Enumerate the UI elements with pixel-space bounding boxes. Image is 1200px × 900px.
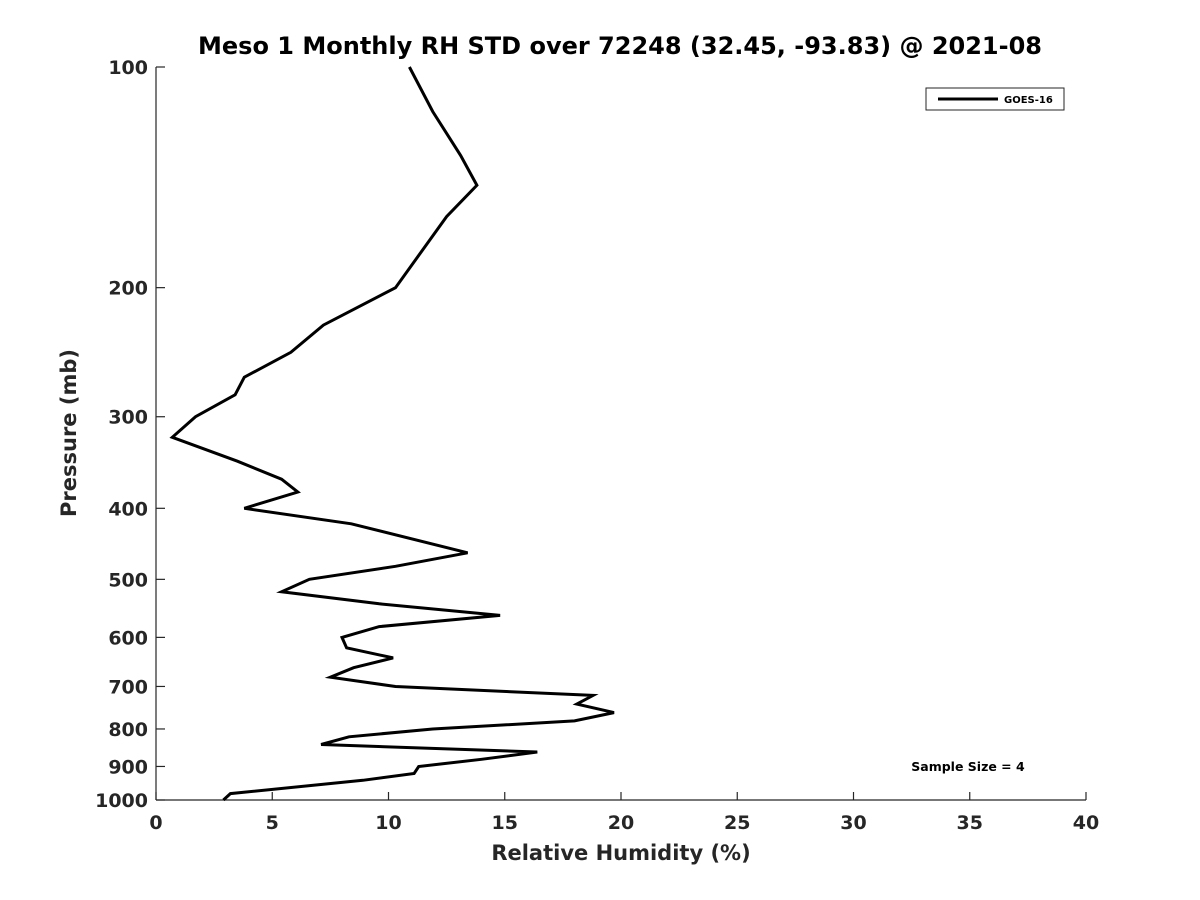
y-tick-label: 900 [108, 756, 148, 778]
y-tick-label: 700 [108, 676, 148, 698]
x-tick-label: 5 [266, 812, 279, 834]
x-tick-label: 15 [492, 812, 518, 834]
y-tick-label: 200 [108, 278, 148, 300]
y-tick-label: 600 [108, 627, 148, 649]
x-ticks: 0 5 10 15 20 25 30 35 40 [149, 792, 1099, 834]
x-tick-label: 40 [1073, 812, 1099, 834]
axes [155, 67, 1086, 801]
chart-title: Meso 1 Monthly RH STD over 72248 (32.45,… [198, 32, 1042, 60]
y-tick-label: 300 [108, 407, 148, 429]
x-tick-label: 10 [375, 812, 401, 834]
y-tick-label: 800 [108, 719, 148, 741]
x-tick-label: 30 [840, 812, 866, 834]
sample-size-annotation: Sample Size = 4 [911, 759, 1025, 774]
y-tick-label: 400 [108, 498, 148, 520]
x-tick-label: 0 [149, 812, 162, 834]
x-tick-label: 20 [608, 812, 634, 834]
x-axis-label: Relative Humidity (%) [491, 841, 750, 865]
y-axis-label: Pressure (mb) [57, 349, 81, 517]
series-line-0 [169, 66, 615, 802]
y-tick-label: 100 [108, 57, 148, 79]
y-tick-label: 500 [108, 569, 148, 591]
y-tick-label: 1000 [95, 790, 148, 812]
x-tick-label: 25 [724, 812, 750, 834]
series-layer [169, 66, 615, 802]
legend-label: GOES-16 [1004, 95, 1053, 106]
x-tick-label: 35 [957, 812, 983, 834]
legend: GOES-16 [925, 87, 1065, 111]
y-ticks: 100 200 300 400 500 600 700 800 900 1000 [95, 57, 165, 812]
